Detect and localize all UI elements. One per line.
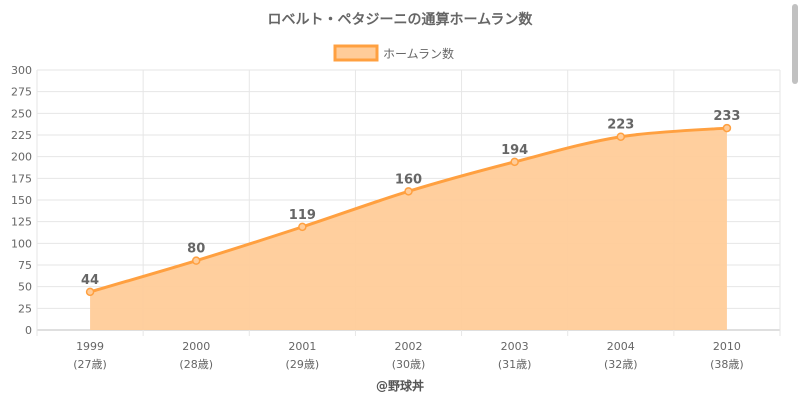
y-tick-label: 25 <box>18 302 32 315</box>
y-tick-label: 250 <box>11 107 32 120</box>
x-tick-sublabel: (31歳) <box>498 358 532 371</box>
x-tick-label: 2010 <box>713 340 741 353</box>
x-tick-sublabel: (32歳) <box>604 358 638 371</box>
y-tick-label: 200 <box>11 151 32 164</box>
x-tick-sublabel: (28歳) <box>179 358 213 371</box>
data-label: 233 <box>713 109 740 124</box>
legend[interactable]: ホームラン数 <box>333 44 454 62</box>
data-point[interactable] <box>510 157 519 167</box>
data-point[interactable] <box>85 287 95 297</box>
y-tick-label: 150 <box>11 194 32 207</box>
legend-label: ホームラン数 <box>383 46 454 61</box>
x-tick-label: 2000 <box>182 340 210 353</box>
x-tick-sublabel: (30歳) <box>392 358 426 371</box>
data-label: 194 <box>501 143 528 158</box>
x-tick-label: 2003 <box>501 340 529 353</box>
plot-area <box>85 123 732 330</box>
x-tick-label: 2002 <box>395 340 423 353</box>
area-fill <box>90 128 727 330</box>
scrollbar[interactable] <box>790 0 800 400</box>
y-tick-label: 50 <box>18 281 32 294</box>
data-label: 223 <box>607 118 634 133</box>
data-label: 80 <box>187 242 205 257</box>
data-labels: 44 80 119 160 194 223 233 <box>81 109 740 288</box>
data-point[interactable] <box>722 123 732 133</box>
x-tick-sublabel: (29歳) <box>286 358 320 371</box>
y-axis: 0 25 50 75 100 125 150 175 200 225 250 275 300 <box>11 64 32 337</box>
x-tick-sublabel: (27歳) <box>73 358 107 371</box>
data-point[interactable] <box>404 187 413 196</box>
x-tick-label: 1999 <box>76 340 104 353</box>
y-tick-label: 75 <box>18 259 32 272</box>
y-tick-label: 175 <box>11 172 32 185</box>
legend-swatch <box>333 44 379 62</box>
data-label: 119 <box>289 208 316 223</box>
y-tick-label: 300 <box>11 64 32 77</box>
scroll-thumb[interactable] <box>792 4 798 84</box>
x-tick-label: 2001 <box>288 340 316 353</box>
chart-title: ロベルト・ペタジーニの通算ホームラン数 <box>268 11 534 28</box>
y-tick-label: 275 <box>11 86 32 99</box>
data-point[interactable] <box>191 256 201 265</box>
credit: @野球丼 <box>376 378 424 393</box>
y-tick-label: 100 <box>11 237 32 250</box>
x-tick-label: 2004 <box>607 340 635 353</box>
data-point[interactable] <box>616 132 626 141</box>
data-label: 44 <box>81 273 99 288</box>
x-axis: 1999 (27歳) 2000 (28歳) 2001 (29歳) 2002 (30歳) 2003… <box>73 340 743 371</box>
y-tick-label: 225 <box>11 129 32 142</box>
y-tick-label: 0 <box>25 324 32 337</box>
x-tick-sublabel: (38歳) <box>710 358 744 371</box>
data-point[interactable] <box>298 222 307 232</box>
data-label: 160 <box>395 172 422 187</box>
y-tick-label: 125 <box>11 216 32 229</box>
